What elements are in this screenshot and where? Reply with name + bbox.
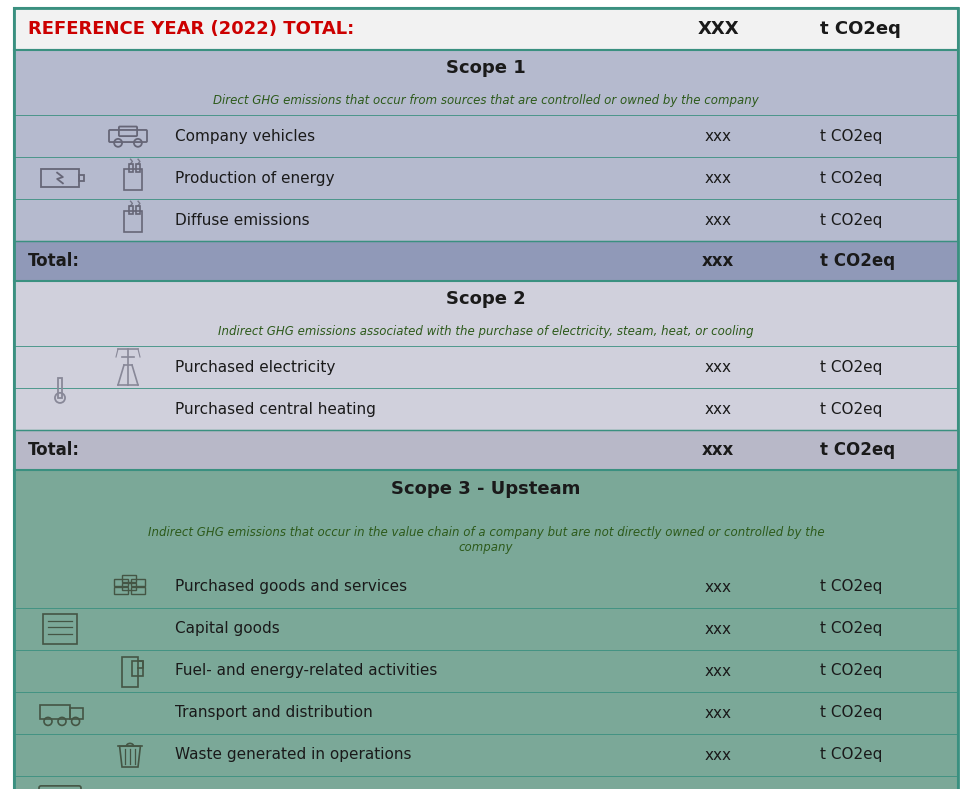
Text: company: company xyxy=(459,541,513,554)
Text: XXX: XXX xyxy=(697,20,739,38)
Bar xyxy=(136,164,140,172)
Bar xyxy=(43,614,77,645)
Text: xxx: xxx xyxy=(705,402,732,417)
Bar xyxy=(131,587,145,593)
Text: Scope 3 - Upsteam: Scope 3 - Upsteam xyxy=(392,480,580,498)
Text: t CO2eq: t CO2eq xyxy=(820,664,883,679)
Text: t CO2eq: t CO2eq xyxy=(820,252,895,270)
Text: Production of energy: Production of energy xyxy=(175,170,334,185)
Text: Transport and distribution: Transport and distribution xyxy=(175,705,372,720)
Bar xyxy=(14,430,958,470)
Text: t CO2eq: t CO2eq xyxy=(820,20,901,38)
Bar xyxy=(114,587,127,593)
Text: t CO2eq: t CO2eq xyxy=(820,129,883,144)
Text: t CO2eq: t CO2eq xyxy=(820,622,883,637)
Bar xyxy=(122,575,136,581)
Text: xxx: xxx xyxy=(705,360,732,375)
Text: t CO2eq: t CO2eq xyxy=(820,402,883,417)
Text: t CO2eq: t CO2eq xyxy=(820,212,883,227)
Text: Fuel- and energy-related activities: Fuel- and energy-related activities xyxy=(175,664,437,679)
Text: Direct GHG emissions that occur from sources that are controlled or owned by the: Direct GHG emissions that occur from sou… xyxy=(213,94,759,107)
Bar xyxy=(58,378,62,398)
Bar xyxy=(128,164,133,172)
Text: xxx: xxx xyxy=(705,212,732,227)
Bar xyxy=(131,579,145,585)
Bar xyxy=(124,169,142,190)
Bar xyxy=(136,206,140,214)
Text: xxx: xxx xyxy=(705,579,732,594)
Text: xxx: xxx xyxy=(705,622,732,637)
Bar xyxy=(122,656,138,687)
Text: Indirect GHG emissions that occur in the value chain of a company but are not di: Indirect GHG emissions that occur in the… xyxy=(148,526,824,539)
Text: xxx: xxx xyxy=(705,747,732,762)
Text: xxx: xxx xyxy=(705,170,732,185)
Bar xyxy=(14,8,958,50)
Bar xyxy=(40,705,70,719)
Text: Waste generated in operations: Waste generated in operations xyxy=(175,747,411,762)
Bar xyxy=(79,174,85,181)
Text: Purchased goods and services: Purchased goods and services xyxy=(175,579,407,594)
Bar xyxy=(132,661,143,676)
Text: t CO2eq: t CO2eq xyxy=(820,705,883,720)
Bar xyxy=(122,583,136,589)
Text: xxx: xxx xyxy=(705,129,732,144)
Text: t CO2eq: t CO2eq xyxy=(820,747,883,762)
Bar xyxy=(14,50,958,281)
Text: Company vehicles: Company vehicles xyxy=(175,129,315,144)
Bar xyxy=(14,470,958,789)
Bar xyxy=(70,708,83,719)
Bar xyxy=(128,206,133,214)
Text: xxx: xxx xyxy=(705,705,732,720)
Text: Purchased central heating: Purchased central heating xyxy=(175,402,376,417)
Text: Total:: Total: xyxy=(28,441,80,459)
Text: t CO2eq: t CO2eq xyxy=(820,579,883,594)
Text: Indirect GHG emissions associated with the purchase of electricity, steam, heat,: Indirect GHG emissions associated with t… xyxy=(218,324,754,338)
Text: REFERENCE YEAR (2022) TOTAL:: REFERENCE YEAR (2022) TOTAL: xyxy=(28,20,354,38)
Bar xyxy=(114,579,127,585)
Text: Purchased electricity: Purchased electricity xyxy=(175,360,335,375)
Text: t CO2eq: t CO2eq xyxy=(820,360,883,375)
Text: t CO2eq: t CO2eq xyxy=(820,170,883,185)
Text: Diffuse emissions: Diffuse emissions xyxy=(175,212,310,227)
Bar xyxy=(14,241,958,281)
Text: Scope 2: Scope 2 xyxy=(446,290,526,308)
Bar xyxy=(14,281,958,470)
Text: t CO2eq: t CO2eq xyxy=(820,441,895,459)
Text: xxx: xxx xyxy=(702,441,734,459)
Text: xxx: xxx xyxy=(702,252,734,270)
Text: Total:: Total: xyxy=(28,252,80,270)
Text: Capital goods: Capital goods xyxy=(175,622,280,637)
Bar xyxy=(124,211,142,232)
Text: Scope 1: Scope 1 xyxy=(446,58,526,77)
Text: xxx: xxx xyxy=(705,664,732,679)
Bar xyxy=(41,170,79,186)
